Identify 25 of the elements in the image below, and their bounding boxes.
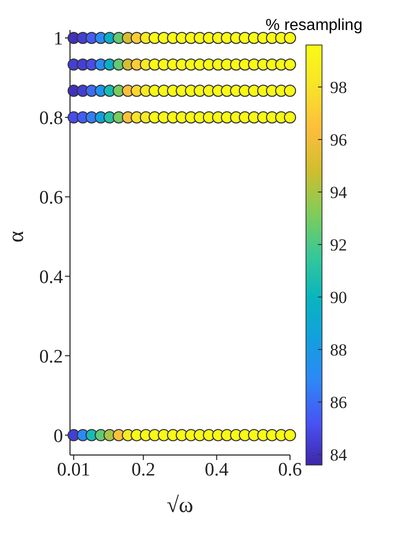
color-bar-label: 84 [330,446,348,464]
y-axis-title: α [2,230,28,242]
point [284,111,296,124]
color-bar-label: 88 [330,340,347,360]
x-tick-label: 0.4 [204,459,230,480]
x-tick-label: 0.2 [131,459,156,480]
y-tick-label: 0.6 [39,188,63,209]
color-bar-label: 96 [330,130,347,150]
y-tick-label: 0.4 [39,267,64,288]
x-tick-label: 0.6 [278,459,302,480]
color-bar-label: 90 [330,288,347,307]
color-bar-title: % resampling [266,17,362,34]
color-bar-label: 92 [330,236,347,254]
point [284,429,296,442]
point [284,58,296,71]
color-bar-label: 94 [330,183,348,202]
y-tick-label: 1 [54,28,63,50]
color-bar-label: 86 [330,393,347,412]
y-tick-label: 0.8 [39,108,63,130]
x-tick-label: 0.01 [57,459,90,480]
point [284,84,296,97]
color-bar-label: 98 [330,78,347,97]
x-axis-title: √ω [166,492,194,517]
y-tick-label: 0.2 [39,346,63,368]
y-tick-label: 0 [54,426,63,447]
